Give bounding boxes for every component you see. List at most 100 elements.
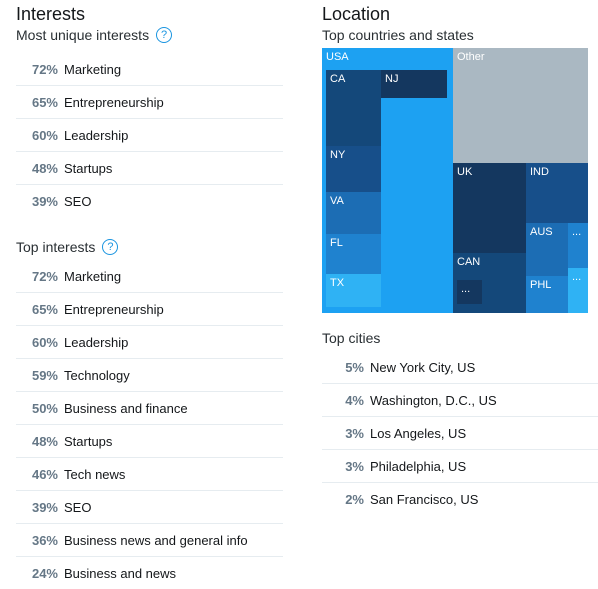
- item-label: Startups: [64, 160, 113, 176]
- item-percent: 2%: [345, 491, 364, 507]
- treemap-cell-tx[interactable]: TX: [326, 274, 381, 307]
- interests-title: Interests: [16, 4, 86, 24]
- item-percent: 5%: [345, 359, 364, 375]
- item-percent: 4%: [345, 392, 364, 408]
- item-label: Leadership: [64, 127, 129, 143]
- interests-section: Interests Most unique interests ? 72% Mar…: [16, 0, 283, 589]
- item-percent: 36%: [31, 532, 58, 548]
- item-label: Business and finance: [64, 400, 188, 416]
- list-item: 2% San Francisco, US: [322, 483, 598, 515]
- item-label: Tech news: [64, 466, 126, 482]
- treemap-label-fl: FL: [330, 237, 343, 249]
- list-item: 72% Marketing: [16, 260, 283, 293]
- item-percent: 60%: [31, 334, 58, 350]
- item-label: San Francisco, US: [370, 491, 479, 507]
- item-percent: 72%: [31, 268, 58, 284]
- item-label: SEO: [64, 193, 92, 209]
- list-item: 48% Startups: [16, 425, 283, 458]
- item-percent: 39%: [31, 499, 58, 515]
- item-label: Technology: [64, 367, 130, 383]
- top-cities-list: 5% New York City, US 4% Washington, D.C., …: [322, 351, 598, 515]
- item-percent: 48%: [31, 433, 58, 449]
- treemap-label-nj: NJ: [385, 73, 399, 85]
- treemap-cell-phl[interactable]: PHL: [526, 276, 568, 313]
- item-label: Marketing: [64, 268, 122, 284]
- list-item: 60% Leadership: [16, 119, 283, 152]
- treemap-label-can: CAN: [457, 256, 481, 268]
- location-title: Location: [322, 4, 391, 24]
- list-item: 39% SEO: [16, 491, 283, 524]
- treemap-cell-aus[interactable]: AUS: [526, 223, 568, 276]
- item-percent: 59%: [31, 367, 58, 383]
- list-item: 24% Business and news: [16, 557, 283, 589]
- top-interests-heading: Top interests ?: [16, 237, 283, 257]
- treemap-cell-fl[interactable]: FL: [326, 234, 381, 274]
- item-percent: 3%: [345, 425, 364, 441]
- treemap-label-ny: NY: [330, 149, 346, 161]
- treemap-cell-more-1[interactable]: ...: [568, 223, 588, 268]
- list-item: 36% Business news and general info: [16, 524, 283, 557]
- help-icon[interactable]: ?: [156, 27, 173, 43]
- list-item: 4% Washington, D.C., US: [322, 384, 598, 417]
- item-label: Entrepreneurship: [64, 301, 164, 317]
- list-item: 3% Philadelphia, US: [322, 450, 598, 483]
- item-label: Los Angeles, US: [370, 425, 467, 441]
- treemap-label-phl: PHL: [530, 279, 552, 291]
- treemap-cell-va[interactable]: VA: [326, 192, 381, 234]
- treemap-cell-nj[interactable]: NJ: [381, 70, 447, 98]
- treemap-cell-other[interactable]: Other: [453, 48, 588, 163]
- treemap-cell-uk[interactable]: UK: [453, 163, 526, 253]
- item-percent: 39%: [31, 193, 58, 209]
- treemap-label-uk: UK: [457, 166, 473, 178]
- countries-treemap: USA Other CA NJ NY VA FL TX UK IND AUS .…: [322, 48, 588, 313]
- help-icon[interactable]: ?: [102, 239, 119, 255]
- top-cities-section: Top cities 5% New York City, US 4% Washing…: [322, 328, 598, 515]
- list-item: 65% Entrepreneurship: [16, 293, 283, 326]
- list-item: 48% Startups: [16, 152, 283, 185]
- item-label: Business and news: [64, 565, 177, 581]
- list-item: 72% Marketing: [16, 53, 283, 86]
- location-section: Location Top countries and states: [322, 0, 598, 45]
- treemap-label-ca: CA: [330, 73, 346, 85]
- treemap-label-more-2: ...: [461, 283, 471, 295]
- treemap-cell-more-2[interactable]: ...: [457, 280, 482, 304]
- item-percent: 65%: [31, 301, 58, 317]
- item-percent: 65%: [31, 94, 58, 110]
- list-item: 59% Technology: [16, 359, 283, 392]
- treemap-label-aus: AUS: [530, 226, 553, 238]
- top-interests-label: Top interests: [16, 239, 96, 255]
- item-percent: 60%: [31, 127, 58, 143]
- item-label: Leadership: [64, 334, 129, 350]
- list-item: 39% SEO: [16, 185, 283, 217]
- treemap-label-tx: TX: [330, 277, 345, 289]
- treemap-label-va: VA: [330, 195, 344, 207]
- top-interests-list: 72% Marketing 65% Entrepreneurship 60% Lead…: [16, 260, 283, 589]
- item-percent: 50%: [31, 400, 58, 416]
- most-unique-interests-list: 72% Marketing 65% Entrepreneurship 60% Lead…: [16, 53, 283, 217]
- item-label: Marketing: [64, 61, 122, 77]
- treemap-label-ind: IND: [530, 166, 549, 178]
- treemap-label-other: Other: [457, 51, 485, 63]
- treemap-cell-ny[interactable]: NY: [326, 146, 381, 192]
- item-percent: 48%: [31, 160, 58, 176]
- list-item: 5% New York City, US: [322, 351, 598, 384]
- treemap-label-more-3: ...: [572, 271, 582, 283]
- treemap-label-usa: USA: [326, 51, 349, 63]
- most-unique-interests-heading: Most unique interests ?: [16, 25, 283, 45]
- treemap-cell-ca[interactable]: CA: [326, 70, 381, 146]
- treemap-cell-ind[interactable]: IND: [526, 163, 588, 223]
- item-percent: 46%: [31, 466, 58, 482]
- top-cities-label: Top cities: [322, 330, 381, 346]
- list-item: 50% Business and finance: [16, 392, 283, 425]
- item-percent: 3%: [345, 458, 364, 474]
- item-percent: 72%: [31, 61, 58, 77]
- treemap-label-more-1: ...: [572, 226, 582, 238]
- treemap-cell-more-3[interactable]: ...: [568, 268, 588, 313]
- item-label: SEO: [64, 499, 92, 515]
- item-label: Business news and general info: [64, 532, 248, 548]
- item-label: Startups: [64, 433, 113, 449]
- list-item: 60% Leadership: [16, 326, 283, 359]
- list-item: 3% Los Angeles, US: [322, 417, 598, 450]
- most-unique-interests-label: Most unique interests: [16, 27, 150, 43]
- item-label: New York City, US: [370, 359, 476, 375]
